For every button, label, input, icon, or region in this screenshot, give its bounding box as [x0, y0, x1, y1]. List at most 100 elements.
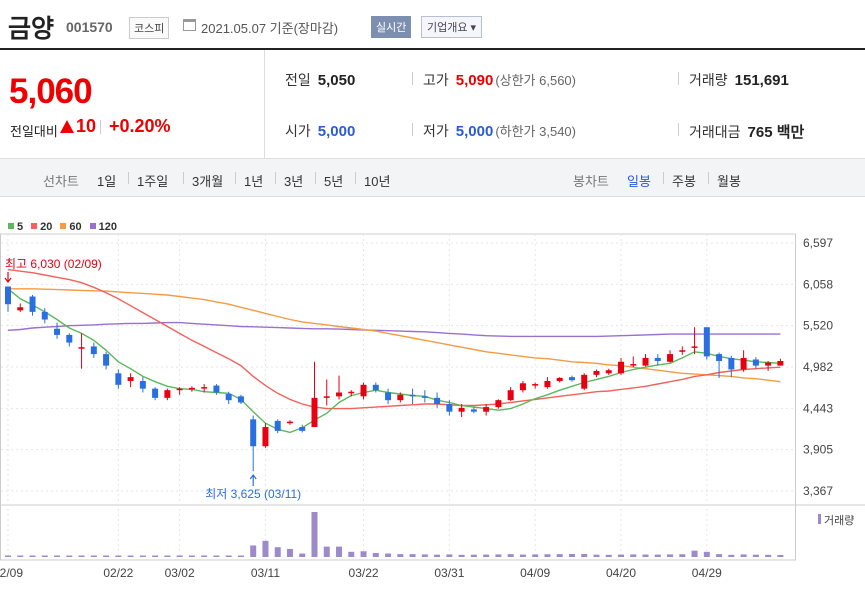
ma5-line — [7, 288, 781, 434]
volume-bar — [654, 554, 661, 557]
volume-bar — [164, 555, 171, 557]
stock-chart[interactable]: 6,597 6,058 5,520 4,982 4,443 3,905 3,367 02/09… — [0, 197, 865, 590]
candle-body — [213, 385, 220, 393]
low-label: 저가 — [423, 123, 449, 139]
y-tick-label: 4,443 — [803, 401, 833, 415]
tab-10year[interactable]: 10년 — [364, 174, 391, 189]
ma-legend: 5 20 60 120 — [8, 221, 125, 233]
y-tick-label: 3,367 — [803, 484, 833, 498]
legend-label: 20 — [40, 221, 53, 233]
legend-swatch — [8, 223, 14, 229]
candle-body — [164, 390, 171, 398]
stock-name[interactable]: 금양 — [8, 15, 55, 43]
legend-label: 60 — [69, 221, 82, 233]
tab-5year[interactable]: 5년 — [324, 174, 344, 189]
tab-1week[interactable]: 1주일 — [137, 174, 169, 189]
volume-bar — [556, 554, 563, 557]
volume-bar — [605, 554, 612, 557]
volume-bar — [630, 554, 637, 557]
high-annotation: 최고 6,030 (02/09) — [5, 257, 102, 271]
volume-bar — [777, 554, 784, 557]
candle-chart-label: 봉차트 — [573, 174, 609, 189]
legend-swatch — [60, 223, 67, 229]
candle-body — [618, 361, 624, 374]
tab-monthly[interactable]: 월봉 — [717, 174, 741, 189]
company-overview-button[interactable]: 기업개요 ▾ — [421, 16, 483, 38]
candle-body — [642, 357, 649, 366]
candle-body — [237, 396, 244, 403]
volume-bar — [409, 554, 416, 557]
volume-legend-label: 거래량 — [824, 514, 854, 527]
up-triangle-icon — [60, 120, 74, 133]
candle-body — [348, 391, 355, 394]
volume-bar — [262, 540, 269, 557]
candle-body — [176, 388, 183, 391]
legend-label: 5 — [17, 221, 24, 233]
ma20-line — [7, 268, 781, 410]
volume-bar — [66, 555, 73, 557]
volume-bar — [765, 554, 772, 557]
divider — [183, 172, 184, 184]
volume-bar — [139, 555, 146, 557]
candle-body — [716, 354, 723, 362]
candle-body — [409, 394, 416, 397]
divider — [128, 172, 129, 184]
high-arrow-icon — [4, 272, 12, 283]
candle-body — [593, 370, 600, 375]
high-label: 고가 — [423, 72, 449, 88]
tab-weekly[interactable]: 주봉 — [672, 174, 696, 189]
realtime-button[interactable]: 실시간 — [371, 16, 412, 38]
tab-daily[interactable]: 일봉 — [627, 174, 651, 189]
divider — [275, 172, 276, 184]
candle-body — [519, 383, 526, 391]
candle-body — [152, 388, 159, 398]
quote-panel: 5,060 전일대비 10 +0.20% 전일 5,050 시가 5,000 고가 5… — [0, 48, 865, 159]
divider — [678, 123, 679, 136]
upper-limit: (상한가 6,560) — [495, 73, 576, 88]
volume-bar — [17, 555, 24, 557]
tab-3month[interactable]: 3개월 — [192, 174, 224, 189]
divider — [235, 172, 236, 184]
volume-bar — [483, 554, 490, 557]
low-value: 5,000 — [455, 123, 494, 140]
candle-body — [127, 377, 134, 381]
candle-body — [581, 374, 588, 389]
prev-close: 전일 5,050 — [285, 70, 355, 90]
volume-bar — [679, 554, 686, 557]
volume-bar — [385, 553, 392, 557]
price-plot-frame — [0, 233, 796, 506]
stock-code: 001570 — [66, 19, 113, 35]
tab-1day[interactable]: 1일 — [97, 174, 117, 189]
volume-legend-swatch — [818, 514, 821, 524]
stock-header: 금양 001570 코스피 2021.05.07 기준(장마감) 실시간 기업개… — [0, 0, 865, 48]
y-tick-label: 5,520 — [803, 319, 833, 333]
candle-body — [765, 362, 772, 366]
tab-3year[interactable]: 3년 — [284, 174, 304, 189]
tab-1year[interactable]: 1년 — [244, 174, 264, 189]
candle-body — [483, 407, 490, 412]
candle-body — [115, 373, 122, 385]
candle-body — [495, 400, 502, 408]
low-price: 저가 5,000 (하한가 3,540) — [423, 121, 576, 141]
candle-body — [691, 346, 698, 348]
volume-bar — [593, 554, 600, 557]
volume-bar — [127, 555, 134, 557]
candle-body — [54, 328, 61, 335]
volume-plot-frame — [0, 504, 796, 561]
legend-label: 120 — [98, 221, 117, 233]
volume-bar — [667, 554, 674, 557]
divider — [315, 172, 316, 184]
divider — [663, 172, 664, 184]
candle-body — [507, 390, 514, 401]
volume-bar — [740, 554, 747, 557]
candle-body — [654, 357, 661, 362]
volume-bar — [54, 555, 61, 557]
candle-body — [225, 394, 232, 401]
volume-bar — [372, 552, 379, 557]
candle-body — [777, 361, 784, 366]
candle-body — [323, 396, 330, 398]
calendar-icon — [183, 19, 196, 31]
candle-body — [250, 419, 257, 447]
divider — [412, 72, 413, 85]
open-price: 시가 5,000 — [285, 121, 355, 141]
